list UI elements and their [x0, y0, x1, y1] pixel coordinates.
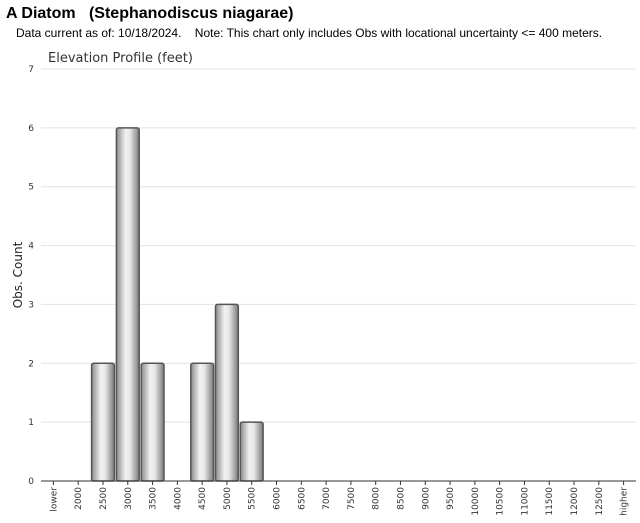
y-tick-label: 6	[28, 124, 34, 134]
bar-5000	[214, 303, 240, 482]
x-tick-label: 6500	[297, 487, 307, 510]
x-tick-label: 6000	[273, 487, 283, 510]
y-tick-label: 5	[28, 183, 34, 193]
data-note: Data current as of: 10/18/2024. Note: Th…	[16, 26, 603, 40]
page-title: A Diatom (Stephanodiscus niagarae)	[6, 5, 294, 22]
x-tick-label: 4500	[198, 487, 208, 510]
x-tick-label: 2500	[99, 487, 109, 510]
x-tick-label: 3500	[149, 487, 159, 510]
bar-3500	[140, 362, 165, 482]
axis-layer: 0 1 2 3 4 5 6 7 lower 2000 2500 3000 3500 4000 4500 500…	[28, 65, 636, 516]
x-tick-label: 5500	[248, 487, 258, 510]
bar-2500	[90, 362, 116, 482]
x-tick-label: 10500	[496, 487, 506, 516]
x-tick-label: 12000	[570, 487, 580, 516]
x-tick-label: 7000	[322, 487, 332, 510]
x-tick-label: 5000	[223, 487, 233, 510]
x-tick-label: 12500	[595, 487, 605, 516]
y-tick-label: 1	[28, 418, 34, 428]
y-axis-label: Obs. Count	[11, 241, 25, 308]
bar-5500	[239, 421, 264, 482]
x-tick-label: 11500	[545, 487, 555, 516]
chart-title: Elevation Profile (feet)	[48, 51, 193, 66]
bar-3000	[115, 127, 140, 482]
x-tick-label: 10000	[471, 487, 481, 516]
x-tick-label: 2000	[74, 487, 84, 510]
x-tick-label: lower	[49, 487, 59, 512]
bar-layer	[90, 127, 264, 482]
x-tick-label: 8000	[372, 487, 382, 510]
x-tick-label: 9500	[446, 487, 456, 510]
x-tick-label: 8500	[397, 487, 407, 510]
x-tick-label: higher	[620, 487, 630, 516]
x-tick-label: 3000	[124, 487, 134, 510]
y-tick-label: 0	[28, 477, 34, 487]
x-tick-label: 9000	[421, 487, 431, 510]
y-tick-label: 4	[28, 242, 34, 252]
y-tick-label: 7	[28, 65, 34, 75]
grid-layer	[41, 68, 636, 423]
x-tick-label: 4000	[173, 487, 183, 510]
x-tick-label: 11000	[520, 487, 530, 516]
y-tick-label: 3	[28, 300, 34, 310]
y-tick-label: 2	[28, 359, 34, 369]
bar-4500	[190, 362, 215, 482]
x-tick-label: 7500	[347, 487, 357, 510]
